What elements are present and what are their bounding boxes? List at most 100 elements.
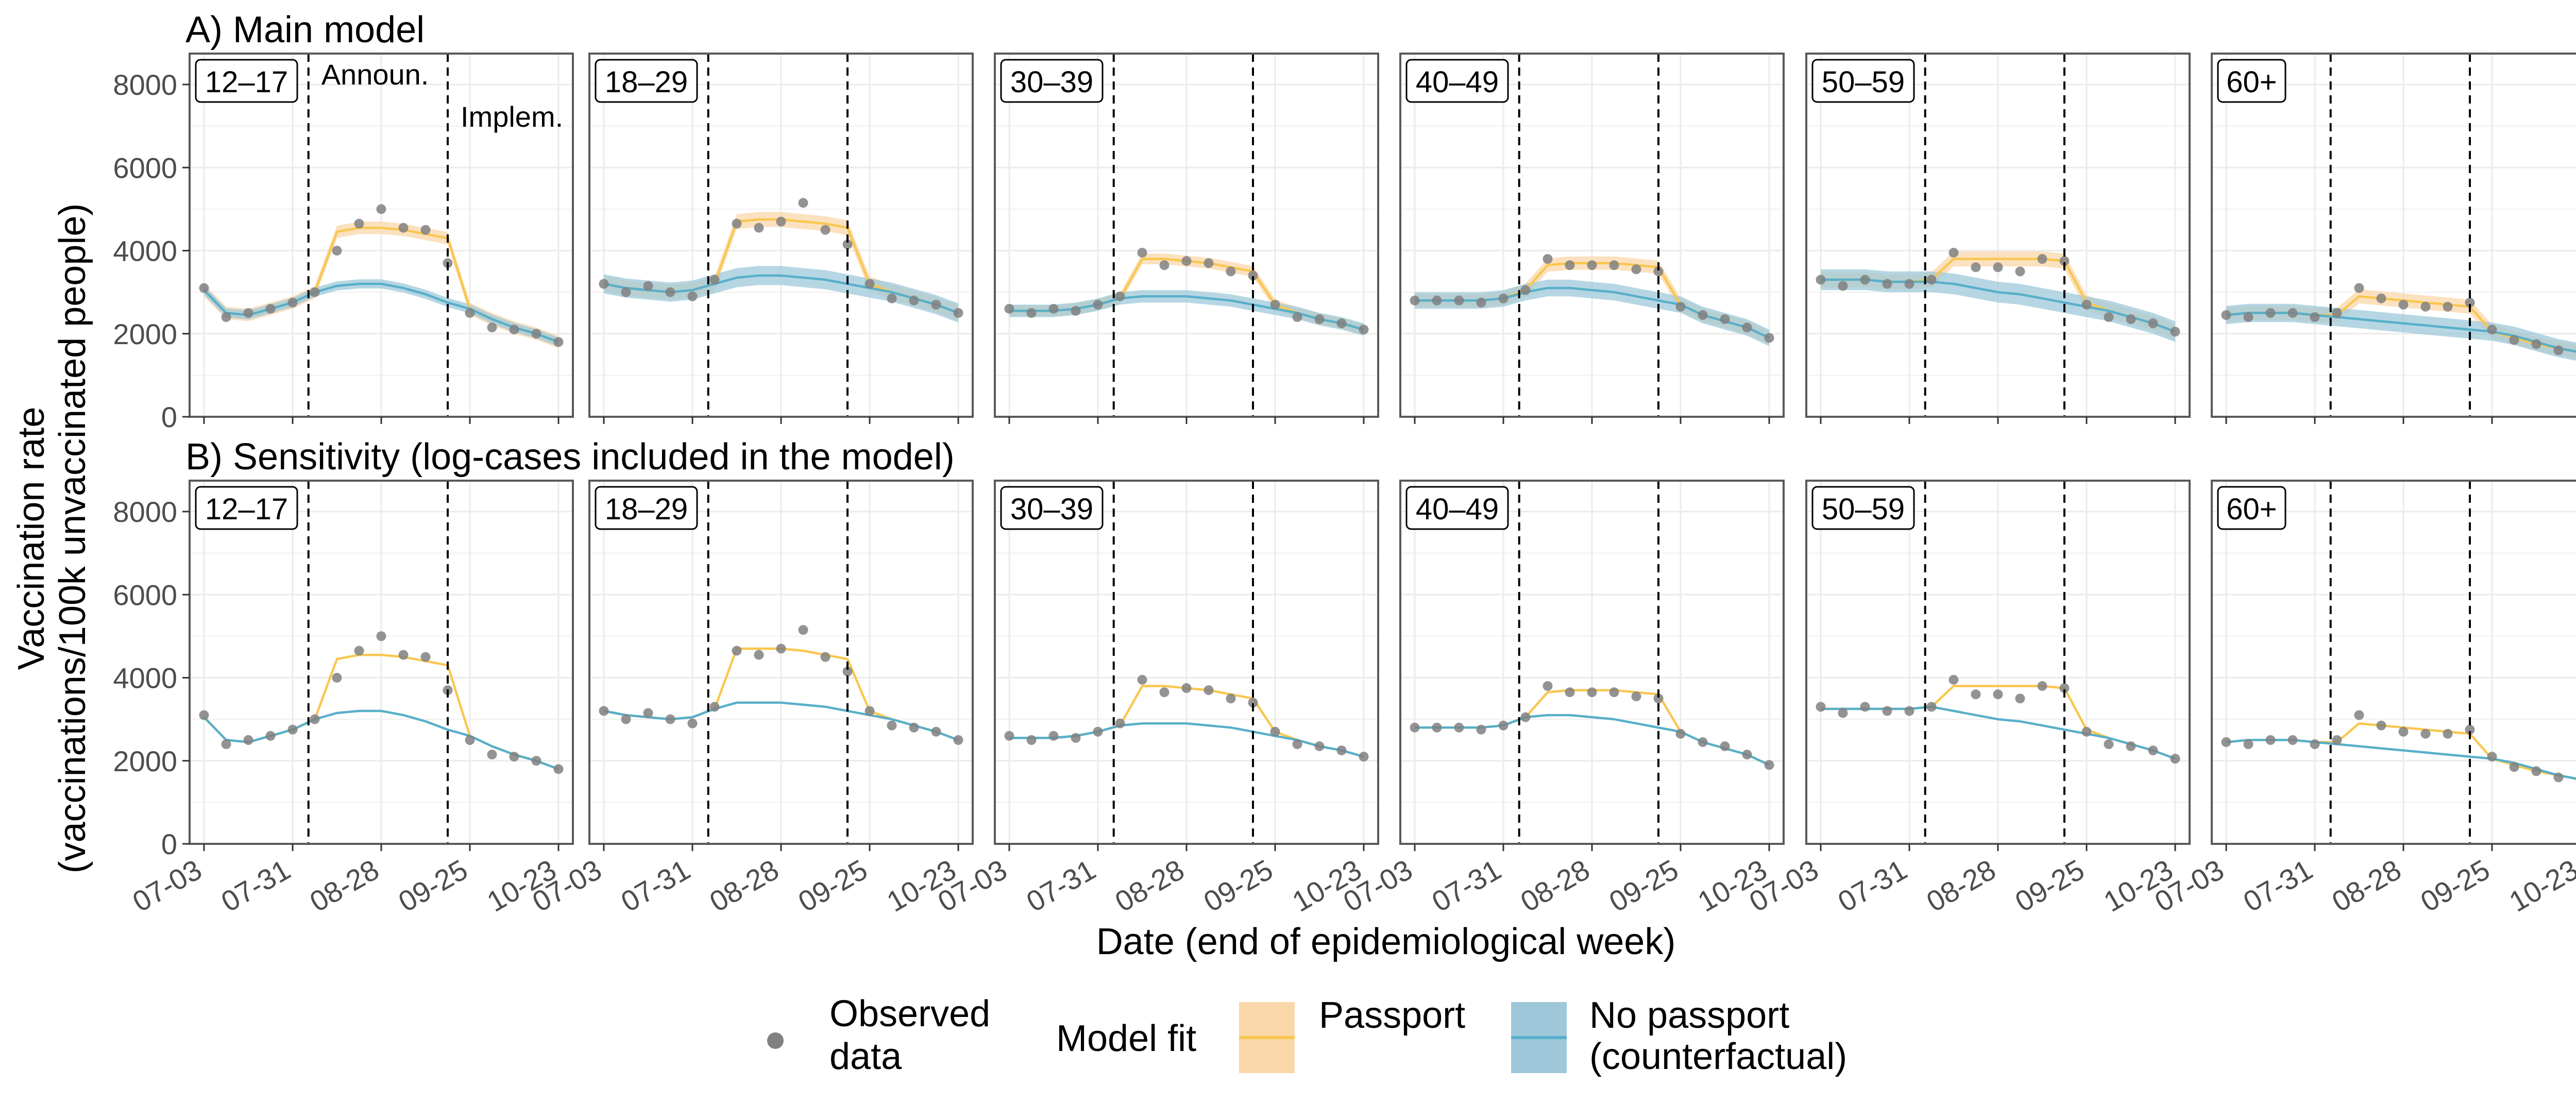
row-a-main-model: A) Main model Announ. Implem. 12–17 0 2000 400… [113, 9, 2576, 433]
observed-point [2443, 301, 2453, 312]
group-label-box [1405, 59, 1509, 103]
observed-point [1204, 685, 1214, 695]
observed-point [2465, 724, 2475, 735]
observed-point [1026, 308, 1037, 318]
observed-point [398, 650, 409, 660]
observed-point [2376, 293, 2386, 303]
observed-point [1764, 760, 1774, 770]
observed-point [1270, 726, 1280, 737]
observed-point [2148, 745, 2158, 756]
panel-3: 40–49 [1399, 53, 1785, 424]
observed-point [1926, 702, 1937, 712]
observed-point [909, 295, 919, 306]
observed-point [865, 279, 875, 289]
observed-point [376, 631, 386, 641]
observed-point [1816, 702, 1826, 712]
observed-point [1993, 262, 2003, 273]
observed-point [2332, 735, 2342, 745]
observed-point [1698, 737, 1708, 747]
y-tick-label: 0 [161, 828, 177, 860]
observed-point [1543, 681, 1553, 691]
observed-point [1093, 726, 1103, 737]
group-label: 40–49 [1416, 65, 1499, 99]
observed-point [931, 726, 941, 737]
observed-point [1882, 279, 1892, 289]
observed-point [2398, 299, 2409, 310]
panel-4: 50–59 [1805, 53, 2191, 424]
observed-point [2148, 318, 2158, 329]
group-label: 18–29 [605, 493, 688, 526]
observed-point [1882, 706, 1892, 716]
observed-point [709, 275, 720, 285]
observed-point [1476, 724, 1486, 735]
observed-point [2332, 308, 2342, 318]
observed-point [909, 722, 919, 733]
group-label-box [1000, 59, 1104, 103]
observed-point [2354, 710, 2364, 720]
observed-point [354, 646, 364, 656]
legend-no-passport-label-line2: (counterfactual) [1589, 1036, 1847, 1077]
group-label-box [195, 486, 298, 530]
observed-point [1971, 689, 1981, 700]
observed-point [1816, 275, 1826, 285]
observed-point [465, 735, 475, 745]
observed-point [2170, 754, 2180, 764]
panel-5: 60+ [2211, 53, 2576, 424]
no-passport-line [1009, 722, 1364, 758]
observed-point [2553, 345, 2564, 355]
observed-point [1926, 275, 1937, 285]
observed-point [1971, 262, 1981, 273]
observed-point [1454, 295, 1464, 306]
observed-point [2170, 327, 2180, 337]
observed-point [1137, 248, 1147, 258]
group-label-box [595, 486, 698, 530]
observed-point [1948, 248, 1959, 258]
observed-point [1270, 299, 1280, 310]
observed-point [754, 650, 764, 660]
observed-point [2287, 735, 2298, 745]
observed-point [2287, 308, 2298, 318]
observed-point [398, 223, 409, 233]
observed-point [1631, 691, 1641, 702]
observed-point [1948, 675, 1959, 685]
observed-point [621, 714, 631, 724]
observed-point [732, 646, 742, 656]
observed-point [2104, 739, 2114, 749]
observed-point [1498, 293, 1509, 303]
observed-point [754, 223, 764, 233]
panel-2: 30–39 [994, 53, 1379, 424]
observed-point [310, 287, 320, 297]
observed-point [1432, 295, 1442, 306]
observed-point [1226, 693, 1236, 704]
observed-point [2465, 297, 2475, 308]
observed-point [2531, 766, 2541, 776]
y-tick-label: 6000 [113, 151, 177, 184]
legend-model-fit-title: Model fit [1056, 1018, 1196, 1059]
observed-point [199, 283, 209, 293]
observed-point [243, 735, 253, 745]
observed-point [2487, 325, 2497, 335]
observed-point [2221, 737, 2231, 747]
no-passport-line [603, 701, 959, 741]
observed-point [1314, 314, 1325, 325]
group-label: 12–17 [205, 65, 288, 99]
observed-point [1993, 689, 2003, 700]
observed-point [1292, 739, 1302, 749]
observed-point [2221, 310, 2231, 320]
observed-point [2126, 741, 2136, 752]
observed-point [2059, 256, 2070, 266]
observed-point [776, 643, 786, 654]
observed-point [221, 312, 231, 322]
observed-point [332, 673, 342, 683]
observed-point [376, 204, 386, 214]
observed-point [2015, 266, 2025, 277]
observed-point [1565, 260, 1575, 270]
observed-point [354, 218, 364, 229]
observed-point [2126, 314, 2136, 325]
legend-observed-point [767, 1032, 784, 1049]
observed-point [1314, 741, 1325, 752]
observed-point [1226, 266, 1236, 277]
group-label: 50–59 [1822, 493, 1905, 526]
